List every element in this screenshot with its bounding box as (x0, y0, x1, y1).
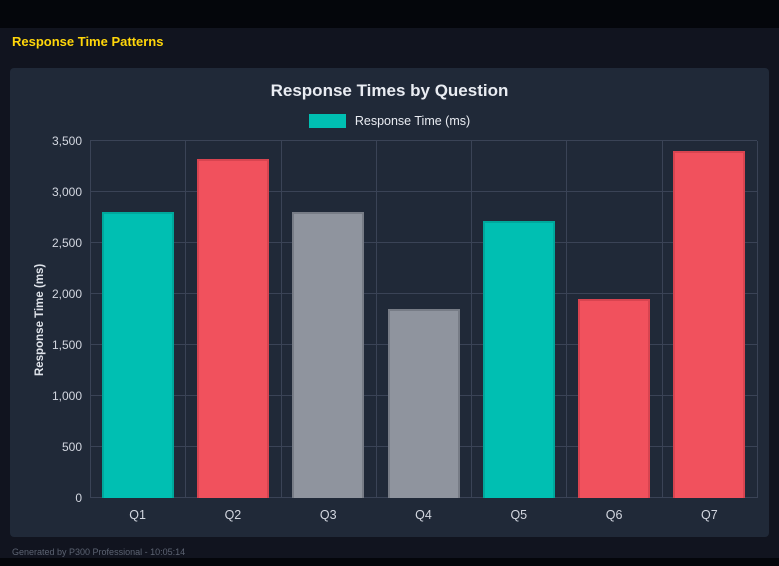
gridline-vertical (185, 141, 187, 498)
gridline-vertical (90, 141, 91, 498)
page-title: Response Time Patterns (12, 34, 164, 49)
x-tick-label: Q7 (701, 508, 718, 522)
x-axis-ticks: Q1 Q2 Q3 Q4 Q5 Q6 Q7 (90, 508, 757, 528)
bar-q6[interactable] (578, 299, 651, 498)
gridline-vertical (566, 141, 568, 498)
legend-label: Response Time (ms) (354, 114, 471, 128)
bar-q5[interactable] (482, 220, 555, 498)
bar-q7[interactable] (673, 151, 746, 498)
y-axis-ticks: 0 500 1,000 1,500 2,000 2,500 3,000 3,500 (10, 134, 82, 505)
y-tick-label: 1,500 (51, 338, 82, 352)
y-tick-label: 2,500 (51, 236, 82, 250)
y-tick-label: 3,000 (51, 185, 82, 199)
y-tick-label: 500 (61, 440, 82, 454)
bar-q3[interactable] (292, 212, 365, 498)
chart-legend[interactable]: Response Time (ms) (10, 114, 769, 128)
bottom-bar (0, 558, 779, 566)
chart-panel: Response Times by Question Response Time… (10, 68, 769, 537)
gridline-horizontal (90, 293, 757, 294)
footer-text: Generated by P300 Professional - 10:05:1… (12, 547, 186, 557)
x-tick-label: Q5 (510, 508, 528, 522)
bar-q4[interactable] (387, 309, 460, 498)
x-tick-label: Q6 (605, 508, 623, 522)
gridline-horizontal (90, 191, 757, 192)
top-bar (0, 0, 779, 28)
gridline-vertical (661, 141, 663, 498)
gridline-vertical (757, 141, 758, 498)
gridline-horizontal (90, 242, 757, 243)
gridline-vertical (375, 141, 377, 498)
x-tick-label: Q1 (129, 508, 146, 522)
x-tick-label: Q4 (415, 508, 432, 522)
plot-area (90, 140, 758, 498)
gridline-horizontal (90, 140, 757, 141)
y-tick-label: 2,000 (51, 287, 82, 301)
y-tick-label: 3,500 (51, 134, 82, 148)
chart-title: Response Times by Question (270, 81, 509, 100)
x-tick-label: Q2 (224, 508, 242, 522)
legend-swatch (308, 114, 346, 128)
bar-q2[interactable] (196, 159, 269, 498)
gridline-vertical (471, 141, 473, 498)
gridline-vertical (280, 141, 282, 498)
bar-q1[interactable] (101, 212, 174, 498)
y-tick-label: 1,000 (51, 389, 82, 403)
x-tick-label: Q3 (319, 508, 337, 522)
y-tick-label: 0 (75, 491, 82, 505)
